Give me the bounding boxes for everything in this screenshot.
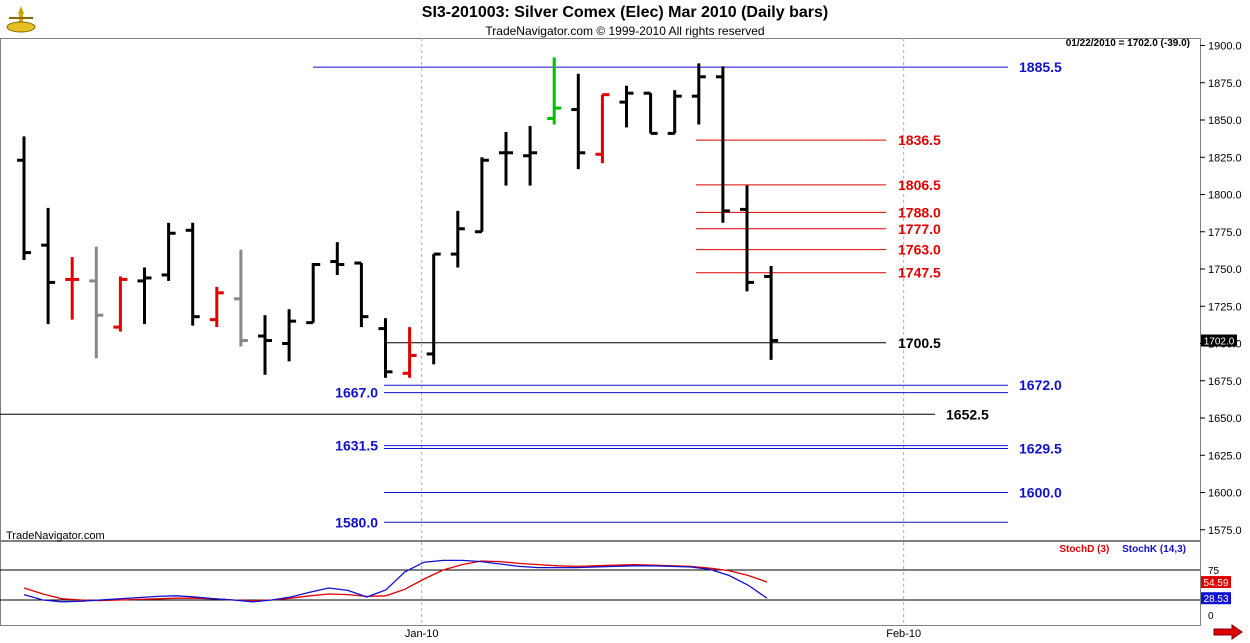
stochk-legend-entry: StochK (14,3) (1122, 544, 1186, 555)
y-tick-label: 1725.0 (1208, 301, 1242, 313)
ohlc-bar (113, 276, 128, 332)
trade-navigator-logo-icon (6, 6, 36, 33)
ohlc-bar (450, 210, 465, 268)
y-tick-label: 1575.0 (1208, 525, 1242, 537)
stochd-value-box (1201, 576, 1231, 588)
ohlc-bar (209, 286, 224, 328)
chart-subtitle: TradeNavigator.com © 1999-2010 All right… (485, 24, 765, 38)
last-price-label: 1702.0 (1204, 337, 1235, 348)
ohlc-bar (354, 261, 369, 328)
ohlc-bar (547, 57, 562, 125)
ohlc-bar (523, 125, 538, 186)
stochk-value-box (1201, 592, 1231, 605)
ohlc-bar (619, 85, 634, 128)
y-tick-label: 1775.0 (1208, 227, 1242, 239)
ohlc-bar (161, 222, 176, 281)
level-label: 1885.5 (1019, 59, 1062, 75)
chart-title: SI3-201003: Silver Comex (Elec) Mar 2010… (421, 4, 829, 21)
ohlc-bar (330, 242, 345, 275)
y-tick-label: 1800.0 (1208, 190, 1242, 202)
ohlc-bar (258, 315, 272, 375)
level-label: 1763.0 (898, 242, 941, 258)
level-label: 1652.5 (946, 406, 989, 422)
level-label: 1700.5 (898, 335, 941, 351)
y-tick-label: 1875.0 (1208, 78, 1242, 90)
ohlc-bar (474, 157, 489, 234)
stochd-legend-entry: StochD (3) (1059, 544, 1110, 555)
ohlc-bar (740, 185, 754, 292)
price-readout: 01/22/2010 = 1702.0 (-39.0) (1065, 38, 1190, 49)
y-tick-label: 1750.0 (1208, 264, 1242, 276)
scroll-right-arrow-icon[interactable] (1212, 624, 1244, 640)
ohlc-bar (282, 309, 297, 362)
ohlc-bar (402, 327, 417, 378)
level-label: 1836.5 (898, 132, 941, 148)
ohlc-bar (571, 73, 586, 170)
ohlc-bar (595, 93, 610, 164)
level-label: 1777.0 (898, 221, 941, 237)
ohlc-bar (643, 91, 658, 135)
watermark: TradeNavigator.com (6, 530, 105, 542)
stochd-value-label: 54.59 (1203, 578, 1228, 589)
stochk-value-label: 28.53 (1203, 594, 1228, 605)
ohlc-bar (499, 131, 513, 186)
stoch-y-tick-label: 0 (1208, 611, 1214, 622)
ohlc-bar (691, 63, 706, 125)
y-tick-label: 1900.0 (1208, 41, 1242, 53)
stochd-line (23, 560, 768, 602)
ohlc-bar (41, 207, 56, 325)
price-panel-frame (0, 38, 1201, 541)
level-label: 1788.0 (898, 204, 941, 220)
level-label: 1629.5 (1019, 441, 1062, 457)
y-tick-label: 1625.0 (1208, 450, 1242, 462)
x-tick-label: Feb-10 (886, 628, 921, 640)
ohlc-bar (185, 222, 200, 326)
y-tick-label: 1850.0 (1208, 115, 1242, 127)
ohlc-bar (89, 246, 104, 359)
stochastic-legend: StochD (3) StochK (14,3) (1059, 544, 1186, 555)
ohlc-bar (426, 252, 441, 365)
stochastic-panel-frame (0, 541, 1201, 626)
level-label: 1580.0 (335, 514, 378, 530)
level-label: 1667.0 (335, 385, 378, 401)
level-label: 1747.5 (898, 265, 941, 281)
x-tick-label: Jan-10 (405, 628, 439, 640)
ohlc-bar (715, 66, 730, 223)
y-tick-label: 1825.0 (1208, 152, 1242, 164)
stochk-line (23, 559, 768, 603)
level-label: 1806.5 (898, 177, 941, 193)
level-label: 1672.0 (1019, 377, 1062, 393)
ohlc-bar (233, 249, 248, 347)
ohlc-bar (17, 136, 31, 261)
level-label: 1631.5 (335, 438, 378, 454)
level-label: 1600.0 (1019, 485, 1062, 501)
stoch-y-tick-label: 75 (1208, 566, 1220, 577)
ohlc-bar (764, 266, 779, 360)
ohlc-bar (65, 257, 80, 320)
ohlc-bar (378, 318, 393, 378)
ohlc-bar (667, 90, 682, 135)
y-tick-label: 1650.0 (1208, 413, 1242, 425)
last-price-box (1201, 334, 1237, 347)
y-tick-label: 1675.0 (1208, 376, 1242, 388)
y-tick-label: 1600.0 (1208, 488, 1242, 500)
ohlc-bar (137, 267, 152, 325)
ohlc-bar (306, 263, 321, 325)
